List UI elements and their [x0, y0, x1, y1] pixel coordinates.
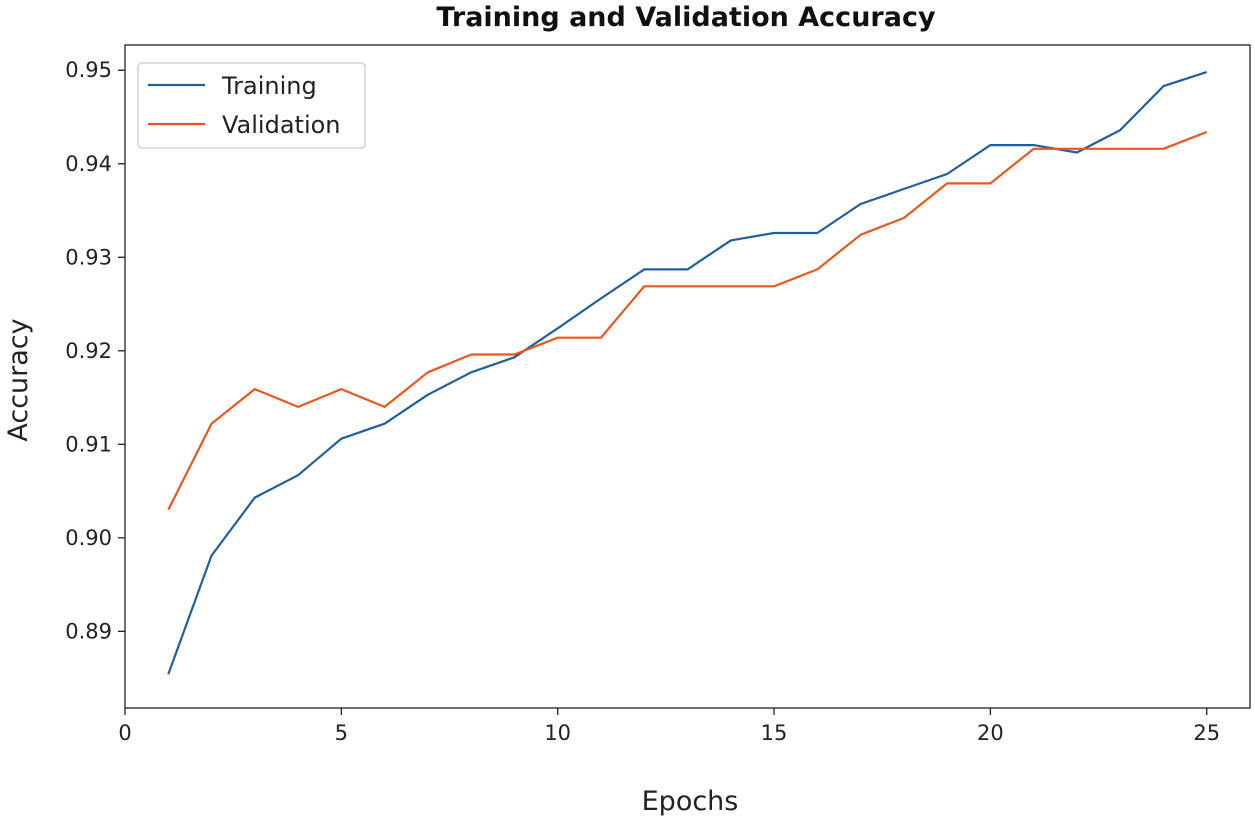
y-tick-label: 0.95 — [65, 58, 112, 82]
x-tick-label: 20 — [977, 721, 1004, 745]
y-axis-label: Accuracy — [3, 318, 34, 441]
plot-area — [124, 44, 1251, 709]
y-tick-label: 0.93 — [65, 245, 112, 269]
y-tick-label: 0.90 — [65, 526, 112, 550]
x-tick-label: 25 — [1193, 721, 1220, 745]
x-axis-ticks: 0 5 10 15 20 25 — [118, 708, 1220, 745]
x-tick-label: 0 — [118, 721, 131, 745]
y-tick-label: 0.91 — [65, 432, 112, 456]
legend: Training Validation — [137, 62, 366, 149]
x-tick-label: 15 — [761, 721, 788, 745]
series-line-training — [167, 71, 1208, 675]
y-axis-ticks: 0.89 0.90 0.91 0.92 0.93 0.94 0.95 — [65, 58, 125, 643]
x-tick-label: 10 — [544, 721, 571, 745]
series-lines — [167, 71, 1208, 675]
series-line-validation — [167, 130, 1208, 511]
y-tick-label: 0.92 — [65, 339, 112, 363]
y-tick-label: 0.89 — [65, 619, 112, 643]
x-tick-label: 5 — [335, 721, 348, 745]
legend-label-validation: Validation — [222, 111, 341, 139]
chart-title: Training and Validation Accuracy — [436, 2, 936, 33]
y-tick-label: 0.94 — [65, 152, 112, 176]
x-axis-label: Epochs — [642, 786, 739, 817]
legend-label-training: Training — [221, 72, 317, 100]
